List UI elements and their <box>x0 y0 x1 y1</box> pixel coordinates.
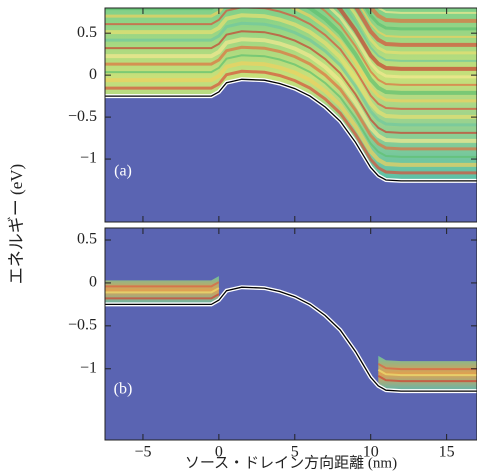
state-band <box>105 30 477 134</box>
state-band <box>105 293 220 300</box>
plot-area <box>105 0 477 222</box>
plot-frame <box>104 7 477 223</box>
state-band <box>343 8 477 62</box>
state-band <box>105 287 220 294</box>
plot-area <box>105 228 477 440</box>
state-band <box>105 21 477 127</box>
y-axis-label: エネルギー (eV) <box>7 164 26 284</box>
x-tick-label: 15 <box>439 444 455 461</box>
x-tick-label: 0 <box>215 444 223 461</box>
state-band <box>364 8 477 31</box>
state-band <box>105 45 477 151</box>
x-tick-label: 10 <box>363 444 379 461</box>
y-tick-label: −0.5 <box>68 108 97 125</box>
state-band <box>105 0 477 5</box>
band-edge <box>105 286 477 392</box>
y-tick-label: −1 <box>80 150 97 167</box>
state-band <box>105 281 220 288</box>
band-edge <box>105 78 477 182</box>
x-tick-label: 5 <box>291 444 299 461</box>
state-band <box>105 69 477 175</box>
state-band <box>336 8 477 71</box>
y-tick-label: 0.5 <box>77 231 97 248</box>
panel-label: (a) <box>114 163 132 180</box>
state-band <box>105 8 477 110</box>
y-tick-label: 0 <box>89 66 97 83</box>
y-tick-label: −0.5 <box>68 317 97 334</box>
state-band <box>354 8 477 47</box>
plot-background <box>105 228 477 440</box>
state-band <box>377 375 477 383</box>
plot-frame <box>104 227 477 441</box>
y-tick-label: 0 <box>89 274 97 291</box>
x-axis-label: ソース・ドレイン方向距離 (nm) <box>185 453 397 471</box>
state-band <box>105 61 477 167</box>
state-band <box>360 8 477 38</box>
x-tick-label: −5 <box>134 444 151 461</box>
y-tick-label: −1 <box>80 359 97 376</box>
state-density <box>105 276 219 305</box>
state-density <box>378 355 477 392</box>
state-band <box>368 8 477 23</box>
state-band <box>105 37 477 143</box>
panel-label: (b) <box>114 381 133 398</box>
state-band <box>377 369 477 377</box>
state-band <box>105 54 477 158</box>
state-band <box>377 363 477 371</box>
state-band <box>319 8 477 86</box>
state-band <box>349 8 477 55</box>
state-band <box>105 13 477 119</box>
state-band <box>328 8 477 79</box>
y-tick-label: 0.5 <box>77 24 97 41</box>
